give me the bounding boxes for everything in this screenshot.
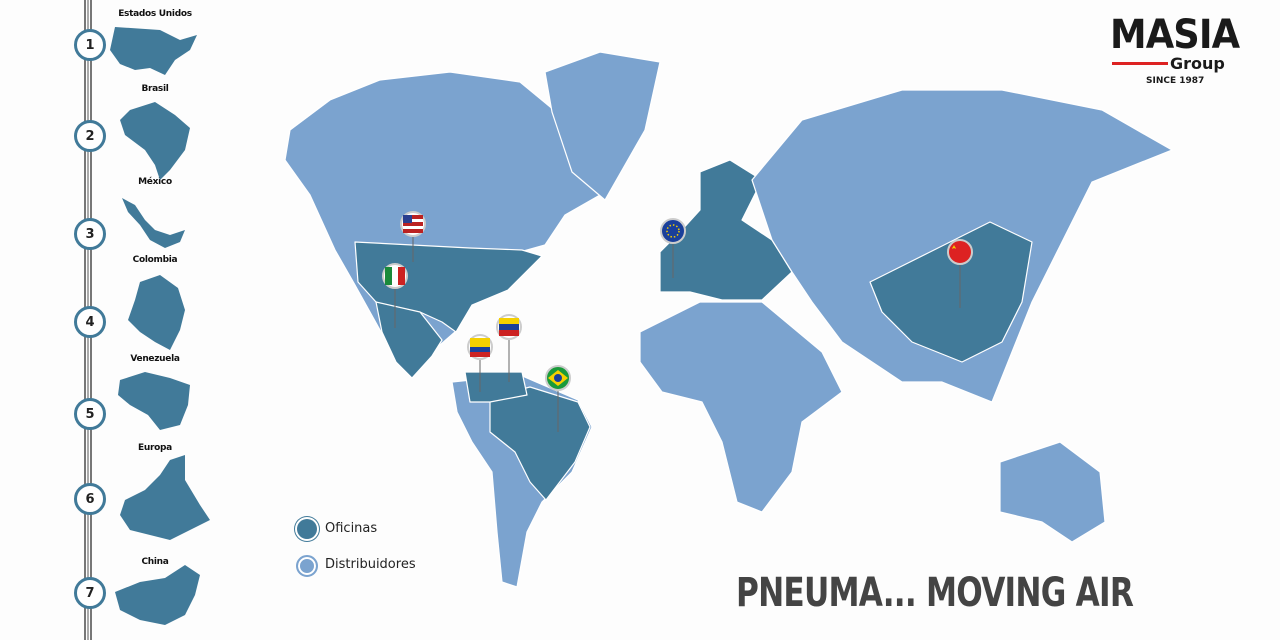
step-number: 2 [85,128,95,144]
mexico-region [375,301,443,379]
colombia-flag-pin [467,334,493,392]
step-5-badge: 5 [74,398,106,430]
eu-flag-icon [660,218,686,244]
step-1-badge: 1 [74,29,106,61]
europe-region [659,159,793,301]
step-number: 3 [85,226,95,242]
venezuela-thumbnail [118,372,190,430]
label-colombia: Colombia [132,255,178,265]
label-venezuela: Venezuela [130,354,180,364]
venezuela-flag-icon [499,318,519,324]
step-2-badge: 2 [74,120,106,152]
china-thumbnail [115,565,200,625]
legend-oficinas-swatch [297,519,317,539]
step-number: 4 [85,314,95,330]
legend-distribuidores-swatch [296,555,318,577]
mexico-thumbnail [122,198,185,248]
brazil-region [489,386,591,501]
logo-red-line [1112,62,1168,65]
label-estados-unidos: Estados Unidos [118,9,192,19]
logo-masia: MASIA [1110,12,1240,58]
step-number: 5 [85,406,95,422]
step-number: 6 [85,491,95,507]
step-7-badge: 7 [74,577,106,609]
label-china: China [141,557,169,567]
country-thumbnails [110,27,210,625]
china-flag-icon [947,239,973,265]
label-mexico: México [138,177,172,187]
eu-flag-pin [660,218,686,278]
mexico-flag-pin [382,263,408,328]
colombia-flag-icon [470,338,490,347]
usa-thumbnail [110,27,197,75]
china-flag-pin [947,239,973,308]
step-3-badge: 3 [74,218,106,250]
map-pins [382,211,973,432]
slogan: PNEUMA... MOVING AIR [736,570,1134,616]
label-europa: Europa [138,443,172,453]
brazil-thumbnail [120,102,190,180]
step-number: 7 [85,585,95,601]
logo-group: Group [1170,54,1225,73]
usa-flag-pin [400,211,426,262]
venezuela-flag-pin [496,314,522,382]
colombia-thumbnail [128,275,185,350]
mexico-flag-icon [385,267,392,285]
greenland-region [544,51,661,201]
step-6-badge: 6 [74,483,106,515]
china-region [869,221,1033,363]
legend-oficinas-label: Oficinas [325,521,378,536]
brazil-flag-pin [545,365,571,432]
legend-distribuidores-label: Distribuidores [325,557,416,572]
step-4-badge: 4 [74,306,106,338]
label-brasil: Brasil [141,84,169,94]
step-number: 1 [85,37,95,53]
australia-region [999,441,1106,543]
logo-since: SINCE 1987 [1146,76,1205,86]
africa-region [639,301,843,513]
europe-thumbnail [120,455,210,540]
